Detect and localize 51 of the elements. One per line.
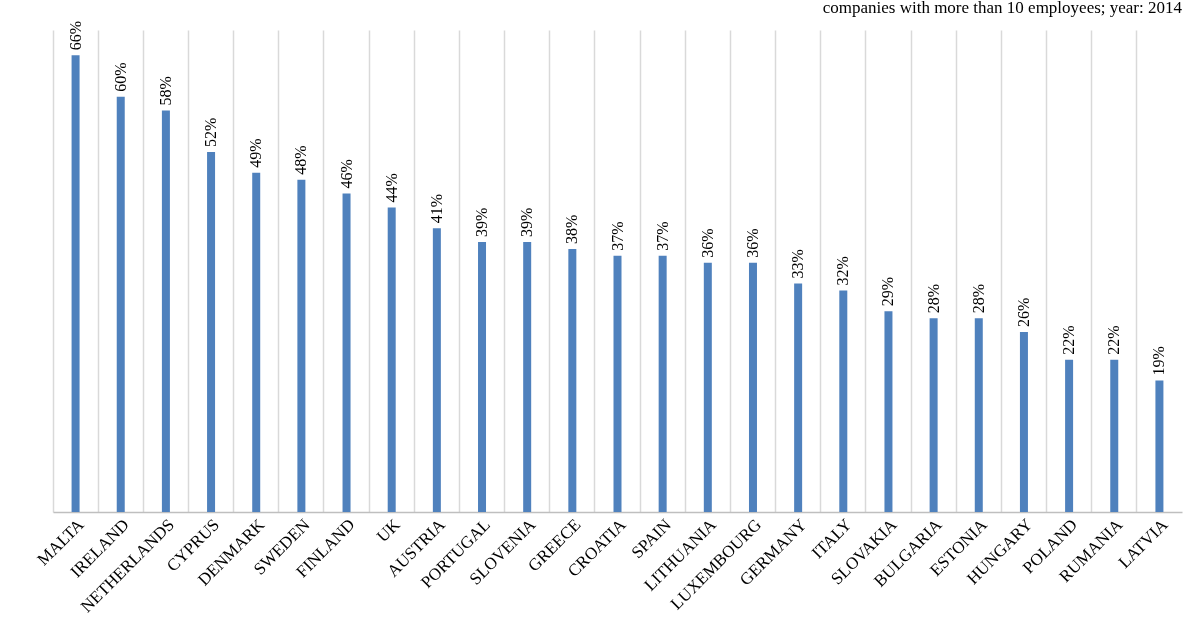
data-label: 22% (1105, 325, 1123, 355)
data-label: 49% (247, 138, 265, 168)
bar (297, 179, 306, 512)
data-label: 52% (202, 117, 220, 148)
data-label: 44% (382, 173, 400, 203)
data-label: 28% (969, 283, 987, 314)
bar (974, 318, 983, 512)
bar (432, 228, 441, 512)
data-label: 22% (1060, 325, 1078, 355)
bar (71, 55, 80, 512)
bar (748, 262, 757, 512)
chart-title: companies with more than 10 employees; year: 2014 (822, 0, 1183, 17)
bar (658, 255, 667, 512)
data-label: 66% (66, 20, 84, 51)
bar (207, 152, 216, 512)
bar (387, 207, 396, 512)
bar (1110, 359, 1119, 512)
bar (929, 318, 938, 512)
data-label: 41% (427, 193, 445, 224)
bar (839, 290, 848, 512)
bar (613, 255, 622, 512)
data-label: 38% (563, 214, 581, 244)
bar (1019, 332, 1028, 512)
data-label: 37% (608, 221, 626, 251)
bar (161, 110, 170, 512)
data-label: 33% (789, 249, 807, 279)
data-label: 37% (653, 221, 671, 251)
bar (794, 283, 803, 512)
data-label: 36% (743, 228, 761, 258)
bar (1065, 359, 1074, 512)
bar (568, 248, 577, 512)
data-label: 36% (698, 228, 716, 258)
data-label: 26% (1014, 297, 1032, 328)
data-label: 29% (879, 276, 897, 307)
bar (252, 172, 261, 512)
bar (884, 311, 893, 512)
data-label: 19% (1150, 346, 1168, 376)
bar (523, 242, 532, 512)
bar (478, 242, 487, 512)
bar (703, 262, 712, 512)
data-label: 58% (156, 76, 174, 106)
bar (342, 193, 351, 512)
data-label: 60% (111, 62, 129, 92)
bar (116, 96, 125, 512)
data-label: 48% (292, 145, 310, 175)
data-label: 39% (473, 207, 491, 238)
data-label: 28% (924, 283, 942, 314)
data-label: 46% (337, 159, 355, 189)
bar (1155, 380, 1164, 512)
data-label: 32% (834, 256, 852, 286)
data-label: 39% (518, 207, 536, 238)
